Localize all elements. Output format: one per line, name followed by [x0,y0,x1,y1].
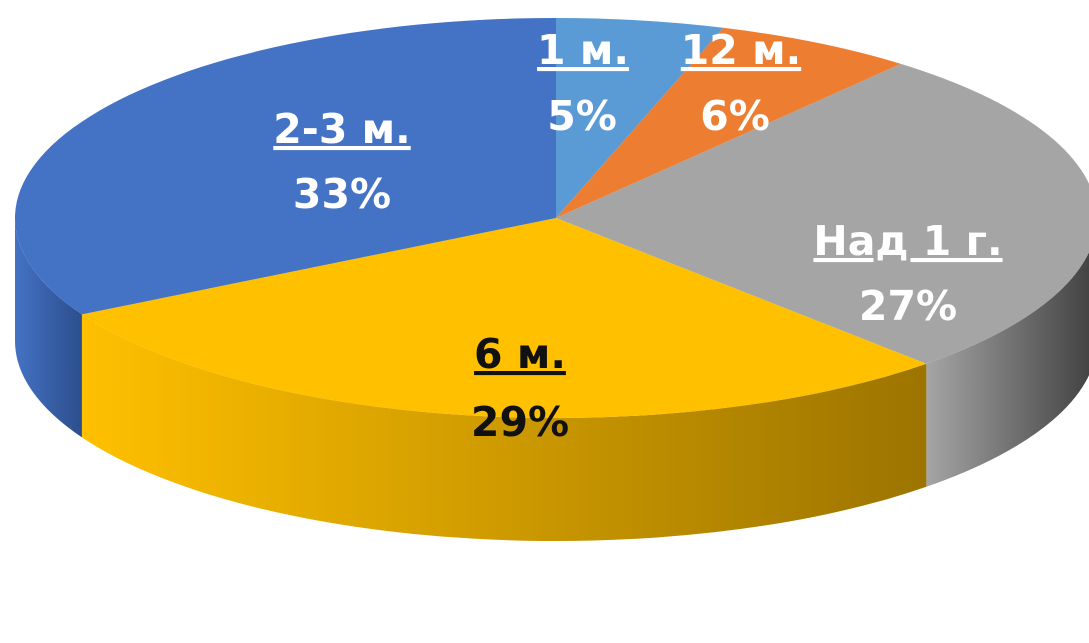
pie-slice-1 [556,27,901,218]
pie-top-layer [15,18,1089,418]
pie-slice-4 [15,18,556,315]
slice-label-2: Над 1 г. [813,217,1002,265]
slice-label-4: 2-3 м. [273,105,410,153]
slice-label-0: 1 м. [537,26,629,74]
slice-label-3: 6 м. [474,330,566,378]
slice-value-label-1: 6% [700,92,770,140]
slice-label-1: 12 м. [681,26,801,74]
pie-side-4 [15,218,82,438]
pie-label-layer: 1 м. 5% 12 м. 6% Над 1 г. 27% 6 м. 29% 2-3 м. 33% [273,26,1002,446]
slice-value-label-4: 33% [293,170,391,218]
pie-slice-0 [556,18,724,218]
slice-value-label-2: 27% [859,282,957,330]
pie-side-2 [926,252,1089,487]
slice-value-label-3: 29% [471,398,569,446]
pie-side-3 [81,314,927,541]
pie-slice-2 [556,63,1089,364]
pie-slice-3 [81,218,927,418]
pie-side-layer [15,218,1089,541]
slice-value-label-0: 5% [547,92,617,140]
